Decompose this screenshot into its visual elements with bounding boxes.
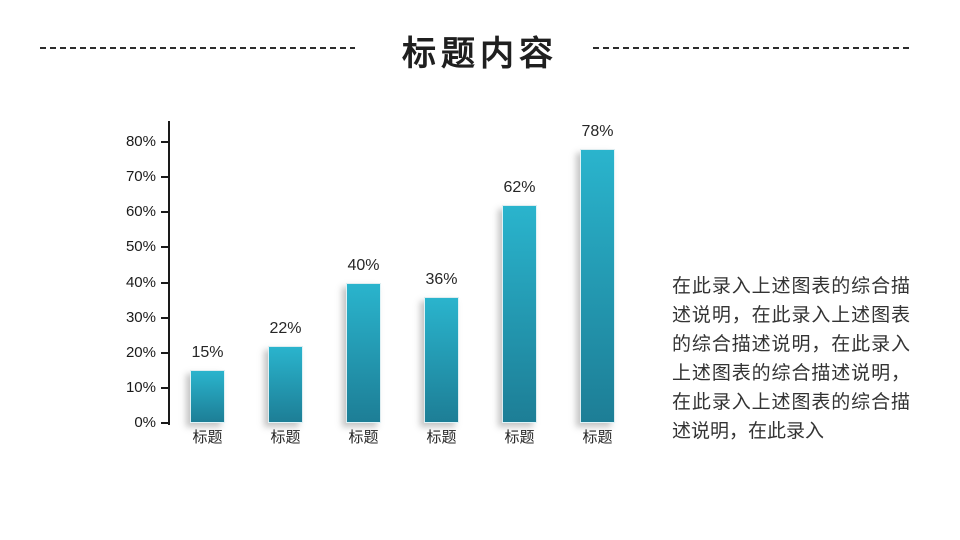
bar-category-label: 标题 <box>192 429 223 446</box>
bar <box>268 345 303 423</box>
bar <box>502 205 537 423</box>
bar-category-label: 标题 <box>582 429 613 446</box>
y-axis-tick <box>161 211 169 214</box>
bar <box>190 370 225 423</box>
bar-value-label: 62% <box>503 179 536 197</box>
bar-value-label: 15% <box>191 344 224 362</box>
bar-value-label: 36% <box>425 270 458 288</box>
y-axis-tick <box>161 386 169 389</box>
bar-category-label: 标题 <box>348 429 379 446</box>
chart-description: 在此录入上述图表的综合描述说明，在此录入上述图表的综合描述说明，在此录入上述图表… <box>672 276 910 442</box>
y-axis-tick <box>161 246 169 249</box>
title-dash-left <box>40 47 355 49</box>
y-axis-tick <box>161 422 169 424</box>
y-axis-tick-label: 10% <box>125 378 156 396</box>
y-axis-tick-label: 40% <box>125 273 156 291</box>
y-axis-tick-label: 30% <box>125 308 156 326</box>
bar-category-label: 标题 <box>504 429 535 446</box>
bar <box>346 282 381 423</box>
page-title: 标题内容 <box>402 35 558 73</box>
y-axis-tick-label: 80% <box>125 133 156 150</box>
title-dash-right <box>593 47 910 49</box>
y-axis-tick-label: 0% <box>134 414 156 431</box>
bar <box>580 149 615 423</box>
bar-category-label: 标题 <box>426 429 457 446</box>
bar <box>424 296 459 423</box>
y-axis-tick <box>161 316 169 319</box>
y-axis-tick <box>161 176 169 179</box>
y-axis-tick-label: 60% <box>125 203 156 221</box>
bar-value-label: 40% <box>347 256 380 274</box>
y-axis-tick-label: 50% <box>125 238 156 256</box>
y-axis-line <box>168 121 170 425</box>
y-axis-tick <box>161 141 169 143</box>
bar-value-label: 78% <box>581 123 614 141</box>
y-axis-tick <box>161 281 169 284</box>
bar-category-label: 标题 <box>270 429 301 446</box>
y-axis-tick-label: 20% <box>125 343 156 361</box>
y-axis-tick <box>161 351 169 354</box>
bar-value-label: 22% <box>269 319 302 337</box>
y-axis-tick-label: 70% <box>125 168 156 186</box>
